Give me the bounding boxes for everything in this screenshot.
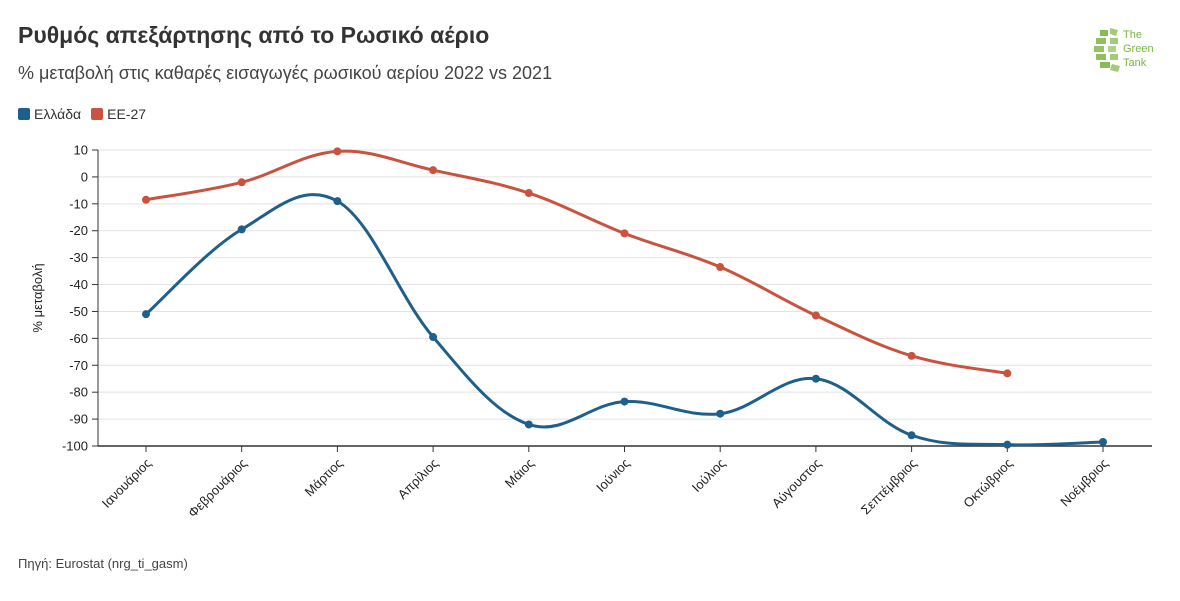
x-tick-label: Απρίλιος	[395, 456, 442, 503]
y-tick-label: -80	[69, 385, 88, 400]
y-tick-label: -90	[69, 412, 88, 427]
data-point-greece	[811, 374, 820, 383]
y-tick-label: -30	[69, 250, 88, 265]
data-point-eu27	[237, 178, 246, 187]
x-tick-label: Νοέμβριος	[1057, 456, 1111, 510]
legend: Ελλάδα ΕΕ-27	[18, 106, 156, 122]
chart-subtitle: % μεταβολή στις καθαρές εισαγωγές ρωσικο…	[18, 63, 553, 83]
logo-text-green: Green	[1123, 43, 1154, 55]
y-tick-label: -10	[69, 196, 88, 211]
y-tick-label: -40	[69, 277, 88, 292]
y-tick-label: -20	[69, 223, 88, 238]
data-point-greece	[620, 397, 629, 406]
data-point-greece	[1099, 437, 1107, 446]
x-tick-label: Ιανουάριος	[99, 456, 154, 511]
x-axis-ticks: Ιανουάριος Φεβρουάριος Μάρτιος Απρίλιος Μάιο…	[99, 446, 1111, 520]
y-tick-label: 10	[74, 143, 88, 158]
data-point-eu27	[333, 147, 342, 156]
data-point-eu27	[1003, 369, 1012, 378]
x-tick-label: Φεβρουάριος	[185, 456, 250, 521]
legend-label-eu27: ΕΕ-27	[107, 106, 147, 122]
y-tick-label: 0	[81, 169, 88, 184]
data-point-greece	[716, 409, 725, 418]
x-tick-label: Μάιος	[502, 456, 537, 491]
y-tick-label: -50	[69, 304, 88, 319]
axes	[97, 150, 1152, 447]
legend-swatch-greece	[18, 108, 30, 120]
x-tick-label: Αύγουστος	[769, 456, 824, 511]
green-tank-logo: The Green Tank	[1094, 28, 1154, 72]
data-point-greece	[333, 197, 342, 206]
data-point-greece	[1003, 440, 1012, 449]
data-point-greece	[524, 420, 533, 429]
data-point-eu27	[429, 166, 438, 175]
legend-label-greece: Ελλάδα	[34, 106, 82, 122]
y-axis-title: % μεταβολή	[30, 263, 45, 332]
x-tick-label: Σεπτέμβριος	[858, 456, 920, 518]
chart-title: Ρυθμός απεξάρτησης από το Ρωσικό αέριο	[18, 22, 490, 48]
legend-item-greece[interactable]: Ελλάδα	[18, 106, 81, 122]
data-point-eu27	[716, 263, 725, 272]
y-tick-label: -70	[69, 358, 88, 373]
x-tick-label: Ιούλιος	[689, 456, 728, 495]
data-point-eu27	[620, 229, 629, 238]
y-tick-label: -100	[62, 439, 88, 454]
y-tick-label: -60	[69, 331, 88, 346]
legend-swatch-eu27	[91, 108, 104, 120]
x-tick-label: Ιούνιος	[593, 456, 632, 495]
data-point-greece	[907, 431, 916, 440]
legend-item-eu27[interactable]: ΕΕ-27	[91, 106, 146, 122]
x-tick-label: Οκτώβριος	[960, 456, 1015, 511]
data-point-eu27	[142, 195, 150, 204]
x-tick-label: Μάρτιος	[302, 456, 346, 500]
data-point-eu27	[524, 189, 533, 198]
data-point-greece	[429, 333, 438, 342]
logo-text-tank: Tank	[1123, 57, 1147, 69]
series-line-eu27	[144, 149, 1009, 375]
series-group	[142, 147, 1107, 449]
data-point-eu27	[811, 311, 820, 320]
data-point-eu27	[907, 351, 916, 360]
logo-text-the: The	[1123, 29, 1142, 41]
y-axis-ticks: 10 0 -10 -20 -30 -40 -50 -60 -70 -80 -90 -100	[62, 143, 98, 454]
source-note: Πηγή: Eurostat (nrg_ti_gasm)	[18, 556, 188, 571]
data-point-greece	[237, 225, 246, 234]
series-line-greece	[144, 193, 1105, 447]
data-point-greece	[142, 310, 150, 319]
